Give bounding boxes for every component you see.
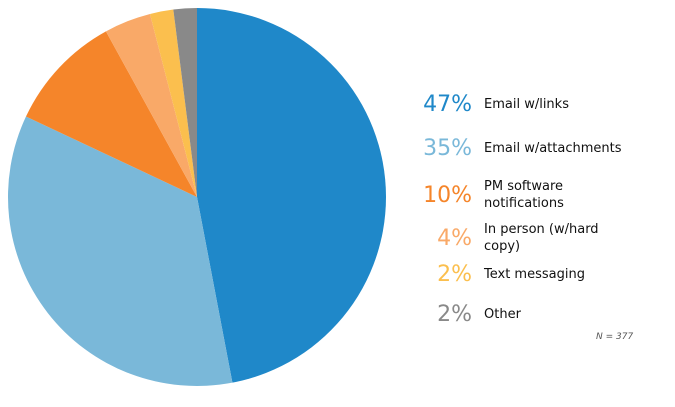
- legend-label: Email w/links: [484, 97, 569, 112]
- legend-item: 10% PM software notifications: [400, 178, 584, 212]
- pie-slice: [25, 31, 197, 197]
- pie-area: [8, 8, 387, 387]
- legend-value: 10%: [423, 182, 472, 208]
- legend-label: In person (w/hard copy): [484, 222, 599, 254]
- legend-item: 2% Text messaging: [400, 262, 585, 287]
- legend-item: 2% Other: [400, 302, 521, 327]
- legend-label: Text messaging: [484, 267, 585, 282]
- legend-value: 2%: [437, 302, 472, 327]
- pie-slice: [8, 116, 233, 387]
- annotation: N = 377: [596, 332, 634, 342]
- legend-label: Other: [484, 307, 521, 322]
- legend-value: 47%: [423, 92, 472, 117]
- legend-item: 35% Email w/attachments: [400, 136, 622, 161]
- legend-item: 47% Email w/links: [400, 92, 569, 117]
- legend-label: PM software notifications: [484, 179, 564, 211]
- pie-slice: [173, 8, 197, 197]
- legend-value: 2%: [437, 262, 472, 287]
- legend-item: 4% In person (w/hard copy): [400, 221, 614, 255]
- legend-value: 35%: [423, 136, 472, 161]
- legend-value: 4%: [437, 225, 472, 251]
- legend-label: Email w/attachments: [484, 141, 622, 156]
- pie-slice: [197, 8, 387, 383]
- pie-slice: [149, 9, 197, 197]
- pie-slice: [105, 13, 197, 198]
